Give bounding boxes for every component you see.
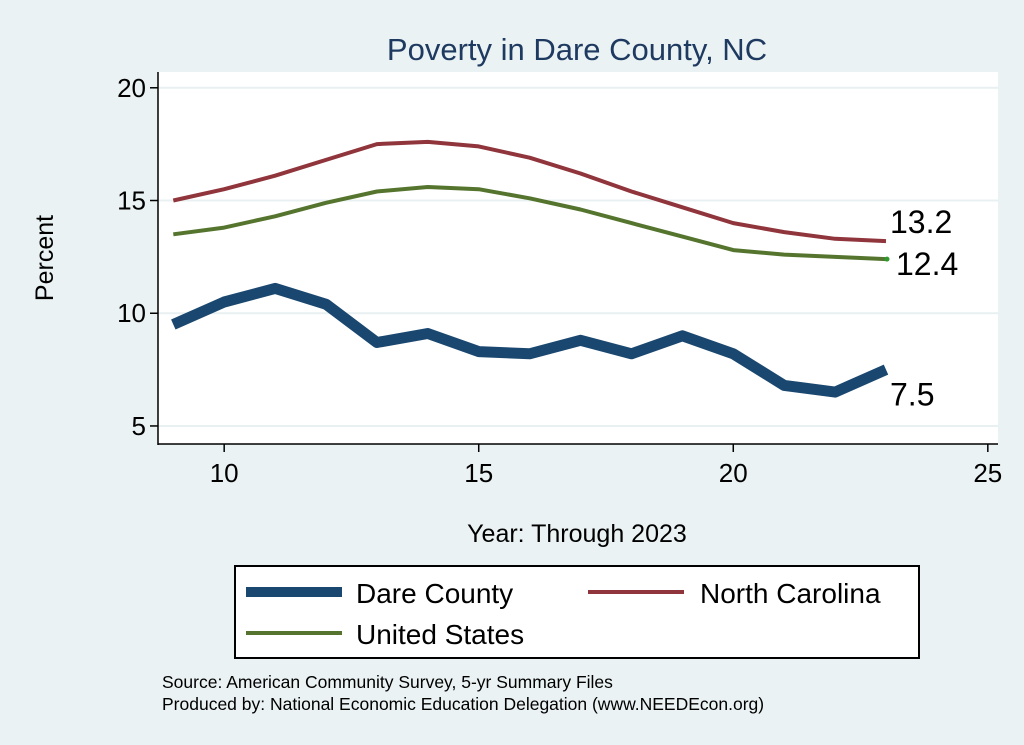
legend-label-united-states: United States xyxy=(356,619,524,650)
chart-title: Poverty in Dare County, NC xyxy=(387,32,767,67)
end-labels-layer: 7.5 13.2 12.4 xyxy=(890,204,958,413)
y-tick-label-10: 10 xyxy=(117,298,146,328)
source-note: Source: American Community Survey, 5-yr … xyxy=(162,672,613,692)
legend: Dare County North Carolina United States xyxy=(234,565,920,659)
legend-box xyxy=(234,565,920,659)
end-label-united-states: 12.4 xyxy=(896,246,958,282)
end-label-north-carolina: 13.2 xyxy=(890,204,952,240)
x-tick-label-20: 20 xyxy=(719,458,748,488)
x-tick-label-10: 10 xyxy=(210,458,239,488)
producer-note: Produced by: National Economic Education… xyxy=(162,694,764,714)
x-tick-label-25: 25 xyxy=(973,458,1002,488)
axes-layer: 5 10 15 20 10 15 20 25 xyxy=(117,72,1002,488)
x-axis-label: Year: Through 2023 xyxy=(467,520,687,548)
end-label-dare-county: 7.5 xyxy=(890,377,934,413)
series-layer xyxy=(171,139,890,398)
y-tick-label-5: 5 xyxy=(132,411,146,441)
y-tick-label-20: 20 xyxy=(117,73,146,103)
x-tick-label-15: 15 xyxy=(464,458,493,488)
y-axis-label: Percent xyxy=(31,215,59,301)
legend-label-dare-county: Dare County xyxy=(356,578,513,609)
y-tick-label-15: 15 xyxy=(117,186,146,216)
grid-layer xyxy=(158,86,998,427)
us-end-marker xyxy=(884,256,890,262)
legend-label-north-carolina: North Carolina xyxy=(700,578,881,609)
